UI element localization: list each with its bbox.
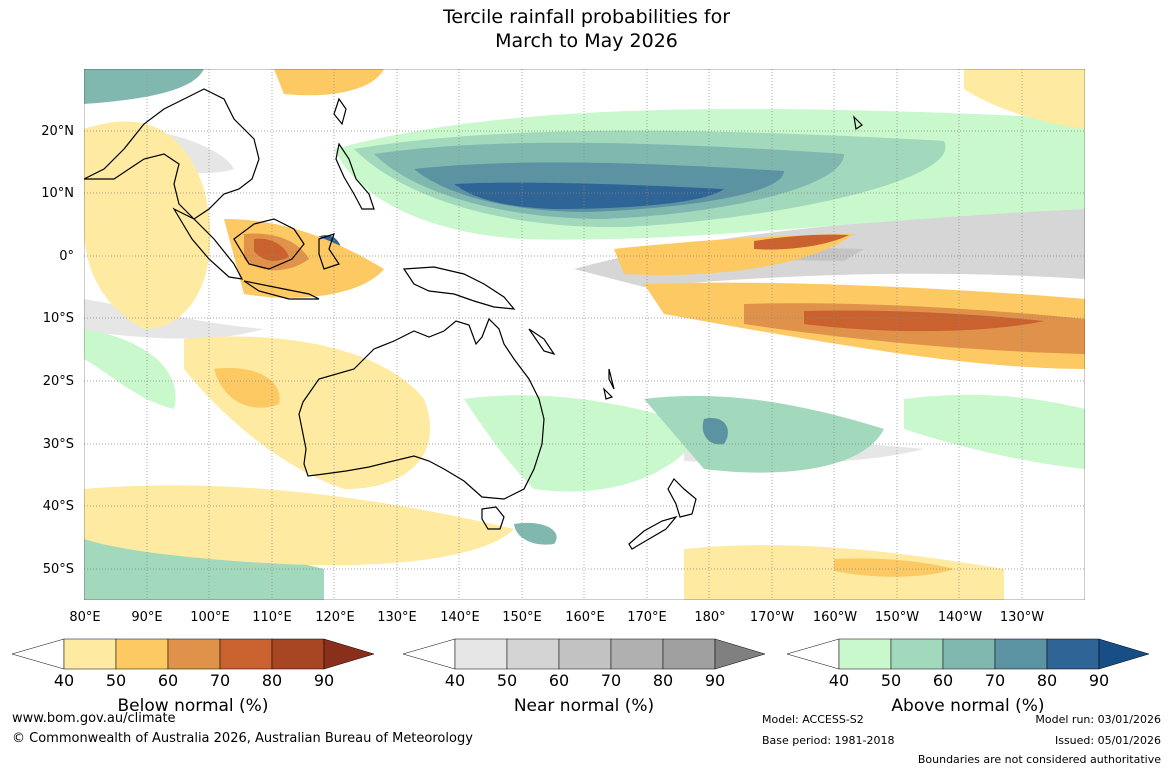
java-coastline <box>243 280 320 300</box>
lat-label-50s: 50°S <box>42 562 74 577</box>
coastlines <box>84 88 863 550</box>
colorbar-near-tick-70: 70 <box>600 671 622 690</box>
colorbar-below-segment-lt40 <box>11 638 65 670</box>
colorbar-near-segment-60-70 <box>558 638 612 670</box>
colorbar-above-segment-lt40 <box>786 638 840 670</box>
colorbar-above-segment-gt90 <box>1098 638 1150 670</box>
new-guinea-coastline <box>402 266 516 310</box>
lat-label-0: 0° <box>59 249 74 264</box>
colorbar-near-segment-40-50 <box>454 638 508 670</box>
colorbar-below-tick-90: 90 <box>313 671 335 690</box>
colorbar-above-normal <box>786 638 1150 670</box>
new-zealand-south-coastline <box>628 515 678 550</box>
australia-coastline <box>298 317 545 500</box>
lat-label-40s: 40°S <box>42 499 74 514</box>
colorbar-above-tick-70: 70 <box>984 671 1006 690</box>
title-line-2: March to May 2026 <box>495 30 678 52</box>
tasmania-coastline <box>481 506 505 530</box>
colorbar-near-segment-70-80 <box>610 638 664 670</box>
lon-label-160w: 160°W <box>812 610 858 625</box>
colorbar-below-segment-gt90 <box>323 638 375 670</box>
colorbar-below-segment-60-70 <box>167 638 221 670</box>
boundaries-disclaimer: Boundaries are not considered authoritat… <box>917 753 1161 766</box>
lat-label-30s: 30°S <box>42 437 74 452</box>
colorbar-near-tick-50: 50 <box>496 671 518 690</box>
lon-label-170w: 170°W <box>749 610 795 625</box>
asia-mainland-coastline <box>84 88 260 220</box>
lon-label-160e: 160°E <box>565 610 605 625</box>
lon-label-90e: 90°E <box>131 610 163 625</box>
colorbar-below-normal <box>11 638 375 670</box>
lon-label-150e: 150°E <box>502 610 542 625</box>
website-link[interactable]: www.bom.gov.au/climate <box>12 711 176 726</box>
colorbar-below-segment-70-80 <box>219 638 273 670</box>
lon-label-170e: 170°E <box>627 610 667 625</box>
colorbar-above-tick-80: 80 <box>1036 671 1058 690</box>
model-name: Model: ACCESS-S2 <box>762 713 864 726</box>
copyright-text: © Commonwealth of Australia 2026, Austra… <box>12 731 473 746</box>
chart-title: Tercile rainfall probabilities for March… <box>0 5 1173 53</box>
title-line-1: Tercile rainfall probabilities for <box>442 6 731 28</box>
colorbar-above-tick-90: 90 <box>1088 671 1110 690</box>
colorbar-near-normal <box>402 638 766 670</box>
lon-label-120e: 120°E <box>315 610 355 625</box>
colorbar-near-segment-80-90 <box>662 638 716 670</box>
philippines-coastline <box>335 142 375 210</box>
lat-label-10n: 10°N <box>41 186 74 201</box>
colorbar-below-tick-80: 80 <box>261 671 283 690</box>
lon-label-140e: 140°E <box>440 610 480 625</box>
lon-label-80e: 80°E <box>69 610 101 625</box>
colorbar-above-segment-70-80 <box>994 638 1048 670</box>
colorbar-below-tick-40: 40 <box>53 671 75 690</box>
colorbar-near-label: Near normal (%) <box>513 696 655 716</box>
lon-label-130w: 130°W <box>999 610 1045 625</box>
sumatra-coastline <box>172 207 244 280</box>
colorbar-below-label: Below normal (%) <box>117 696 269 716</box>
pacific-islands-coastline <box>528 115 863 400</box>
colorbar-below-tick-70: 70 <box>209 671 231 690</box>
colorbar-above-segment-40-50 <box>838 638 892 670</box>
probability-map <box>84 69 1085 600</box>
colorbar-above-segment-60-70 <box>942 638 996 670</box>
colorbar-near-segment-lt40 <box>402 638 456 670</box>
lat-label-20n: 20°N <box>41 124 74 139</box>
lat-label-10s: 10°S <box>42 311 74 326</box>
colorbar-above-segment-80-90 <box>1046 638 1100 670</box>
colorbar-above-segment-50-60 <box>890 638 944 670</box>
colorbar-near-tick-90: 90 <box>704 671 726 690</box>
colorbar-near-segment-gt90 <box>714 638 766 670</box>
below-normal-regions <box>84 69 1085 600</box>
colorbar-below-segment-50-60 <box>115 638 169 670</box>
colorbar-above-label: Above normal (%) <box>891 696 1045 716</box>
lon-label-100e: 100°E <box>190 610 230 625</box>
colorbar-below-tick-60: 60 <box>157 671 179 690</box>
colorbar-above-tick-50: 50 <box>880 671 902 690</box>
borneo-coastline <box>233 218 305 270</box>
colorbar-near-segment-50-60 <box>506 638 560 670</box>
lon-label-180: 180° <box>694 610 726 625</box>
colorbar-near-tick-40: 40 <box>444 671 466 690</box>
lat-label-20s: 20°S <box>42 374 74 389</box>
sulawesi-coastline <box>318 233 340 270</box>
colorbar-below-segment-40-50 <box>63 638 117 670</box>
taiwan-coastline <box>333 97 347 126</box>
lon-label-130e: 130°E <box>377 610 417 625</box>
graticule <box>84 69 1085 600</box>
base-period: Base period: 1981-2018 <box>762 734 895 747</box>
colorbar-near-tick-60: 60 <box>548 671 570 690</box>
colorbar-below-segment-80-90 <box>271 638 325 670</box>
new-zealand-north-coastline <box>667 478 697 518</box>
colorbar-near-tick-80: 80 <box>652 671 674 690</box>
issued-date: Issued: 05/01/2026 <box>1054 734 1161 747</box>
lon-label-150w: 150°W <box>874 610 920 625</box>
colorbar-below-tick-50: 50 <box>105 671 127 690</box>
model-run-date: Model run: 03/01/2026 <box>1035 713 1161 726</box>
lon-label-110e: 110°E <box>252 610 292 625</box>
colorbar-above-tick-60: 60 <box>932 671 954 690</box>
colorbar-above-tick-40: 40 <box>828 671 850 690</box>
lon-label-140w: 140°W <box>937 610 983 625</box>
